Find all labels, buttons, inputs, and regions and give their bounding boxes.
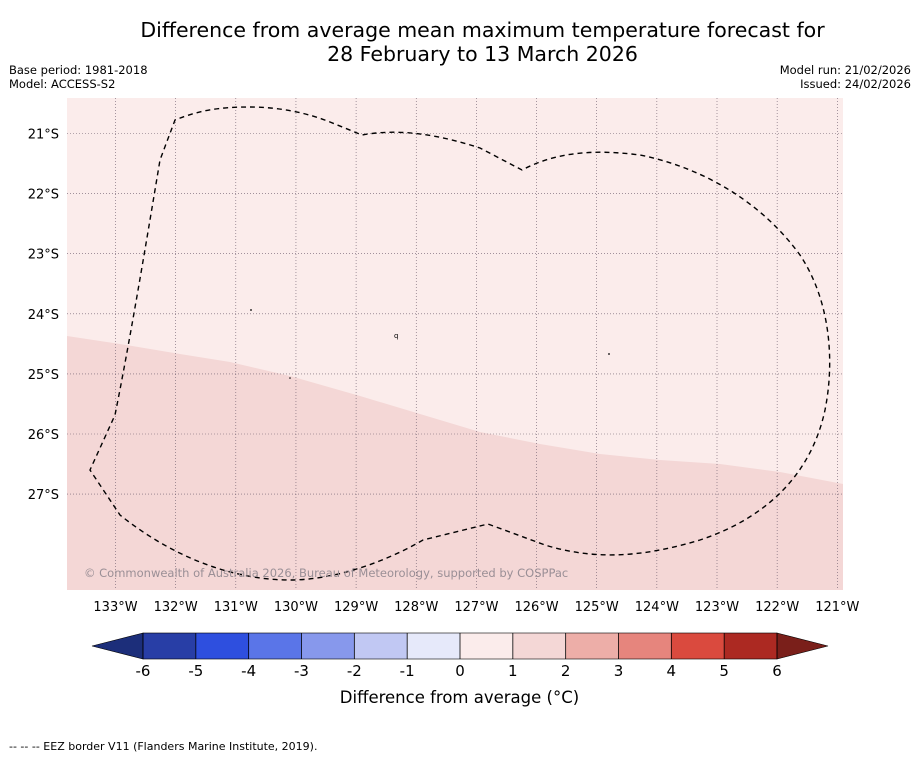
colorbar-segment — [460, 633, 514, 659]
colorbar-segment — [565, 633, 619, 659]
model-name: Model: ACCESS-S2 — [9, 77, 116, 91]
colorbar-segment — [407, 633, 461, 659]
island-marker: q — [394, 332, 398, 340]
eez-legend: -- -- -- EEZ border V11 (Flanders Marine… — [9, 740, 318, 753]
meta-left: Base period: 1981-2018 Model: ACCESS-S2 — [9, 63, 148, 91]
colorbar-title: Difference from average (°C) — [339, 688, 580, 707]
title-line-1: Difference from average mean maximum tem… — [140, 18, 825, 42]
colorbar-segment — [248, 633, 302, 659]
island-marker — [250, 309, 252, 311]
colorbar-ticks: -6 -5 -4 -3 -2 -1 0 1 2 3 4 5 6 — [136, 633, 782, 680]
map-gridlines — [67, 98, 843, 590]
meta-right: Model run: 21/02/2026 Issued: 24/02/2026 — [780, 63, 911, 91]
colorbar-tick-label: 5 — [719, 662, 729, 680]
chart-title: Difference from average mean maximum tem… — [0, 18, 919, 66]
latitude-label: 26°S — [28, 428, 59, 443]
title-line-2: 28 February to 13 March 2026 — [327, 42, 638, 66]
colorbar-segment — [724, 633, 778, 659]
model-run: Model run: 21/02/2026 — [779, 63, 911, 77]
colorbar-tick-label: -6 — [136, 662, 151, 680]
colorbar-tick-label: 3 — [614, 662, 624, 680]
latitude-label: 24°S — [28, 308, 59, 323]
colorbar-segment — [618, 633, 672, 659]
longitude-label: 133°W — [93, 600, 137, 615]
colorbar-tick-label: 4 — [667, 662, 677, 680]
longitude-label: 127°W — [454, 600, 498, 615]
longitude-label: 128°W — [394, 600, 438, 615]
colorbar-tick-label: -5 — [188, 662, 203, 680]
colorbar-tick-label: -4 — [241, 662, 256, 680]
longitude-label: 122°W — [755, 600, 799, 615]
longitude-label: 131°W — [214, 600, 258, 615]
latitude-label: 21°S — [28, 128, 59, 143]
colorbar-segment — [354, 633, 408, 659]
colorbar-tick-label: 0 — [455, 662, 465, 680]
copyright-text: © Commonwealth of Australia 2026, Bureau… — [84, 566, 568, 580]
island-marker — [289, 377, 291, 379]
longitude-label: 130°W — [274, 600, 318, 615]
colorbar-tick-label: -1 — [400, 662, 415, 680]
island-marker — [608, 353, 610, 355]
latitude-label: 27°S — [28, 488, 59, 503]
eez-border — [89, 106, 831, 581]
colorbar-under-arrow — [91, 632, 144, 660]
colorbar-over-arrow — [776, 632, 829, 660]
base-period: Base period: 1981-2018 — [9, 63, 148, 77]
longitude-label: 121°W — [815, 600, 859, 615]
colorbar-segment — [143, 633, 197, 659]
longitude-label: 124°W — [635, 600, 679, 615]
longitude-label: 123°W — [695, 600, 739, 615]
region-anomaly-1-2 — [67, 336, 843, 590]
issued-date: Issued: 24/02/2026 — [800, 77, 911, 91]
longitude-label: 129°W — [334, 600, 378, 615]
longitude-label: 132°W — [154, 600, 198, 615]
colorbar-tick-label: 2 — [561, 662, 571, 680]
colorbar-segment — [195, 633, 249, 659]
colorbar-segment — [301, 633, 355, 659]
latitude-label: 22°S — [28, 188, 59, 203]
colorbar-tick-label: 6 — [772, 662, 782, 680]
colorbar-segment — [671, 633, 725, 659]
longitude-label: 125°W — [575, 600, 619, 615]
latitude-labels: 21°S 22°S 23°S 24°S 25°S 26°S 27°S — [28, 128, 59, 504]
colorbar-tick-label: -2 — [347, 662, 362, 680]
colorbar-tick-label: -3 — [294, 662, 309, 680]
latitude-label: 23°S — [28, 248, 59, 263]
longitude-labels: 133°W 132°W 131°W 130°W 129°W 128°W 127°W 126°W… — [93, 600, 859, 615]
longitude-label: 126°W — [514, 600, 558, 615]
latitude-label: 25°S — [28, 368, 59, 383]
colorbar-segment — [512, 633, 566, 659]
colorbar-tick-label: 1 — [508, 662, 518, 680]
